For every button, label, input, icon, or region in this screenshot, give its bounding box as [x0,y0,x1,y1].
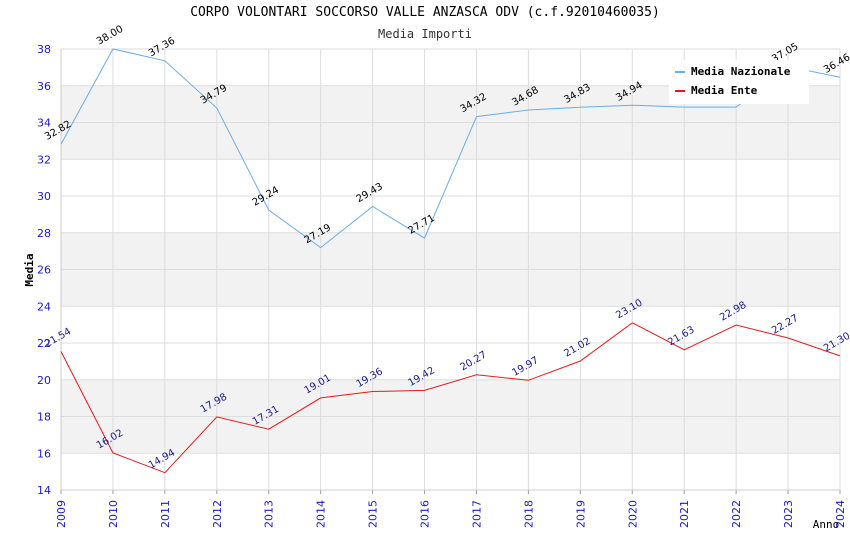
x-tick-label: 2022 [730,500,743,528]
x-tick-label: 2019 [574,500,587,528]
x-tick-label: 2009 [55,500,68,528]
data-label: 21.30 [822,331,850,355]
grid-band [61,269,840,307]
legend-item-media-ente: Media Ente [675,84,757,98]
y-tick-label: 32 [37,153,51,166]
x-tick-label: 2014 [315,500,328,528]
x-tick-labels: 2009 2010 2011 2012 2013 2014 2015 2016 2017 2018… [55,500,847,528]
x-tick-label: 2013 [263,500,276,528]
x-tick-label: 2023 [782,500,795,528]
y-tick-labels: 14 16 18 20 22 24 26 28 30 32 34 36 38 [37,43,51,497]
data-label: 36.46 [822,52,850,76]
x-tick-label: 2021 [678,500,691,528]
legend-item-media-nazionale: Media Nazionale [675,65,790,79]
x-tick-label: 2017 [470,500,483,528]
x-tick-label: 2015 [367,500,380,528]
chart-subtitle: Media Importi [378,27,472,41]
x-axis-label: Anno [813,518,840,531]
data-label: 38.00 [95,24,125,48]
x-tick-label: 2016 [419,500,432,528]
legend-swatch-media-ente [675,90,685,92]
legend: Media Nazionale Media Ente [669,60,809,104]
x-tick-label: 2010 [107,500,120,528]
y-tick-label: 24 [37,300,51,313]
data-label: 21.54 [43,326,73,350]
data-label: 21.02 [562,336,592,360]
chart-title: CORPO VOLONTARI SOCCORSO VALLE ANZASCA O… [190,5,660,20]
axes [60,49,841,494]
data-label: 22.27 [770,313,800,337]
grid-band [61,416,840,454]
legend-swatch-media-nazionale [675,71,685,73]
y-axis-label: Media [23,253,36,286]
x-tick-label: 2011 [159,500,172,528]
data-label: 21.63 [666,325,696,349]
y-tick-label: 14 [37,484,51,497]
y-tick-label: 22 [37,337,51,350]
series-line-media-nazionale [60,48,841,249]
x-tick-label: 2024 [834,500,847,528]
data-label: 19.97 [510,355,540,379]
legend-label: Media Ente [691,84,758,97]
y-tick-label: 34 [37,117,51,130]
y-tick-label: 18 [37,411,51,424]
series-lines [60,48,841,474]
grid-band [61,122,840,160]
grid-bands [61,85,840,454]
data-label: 29.43 [355,181,385,205]
data-label: 20.27 [458,350,488,374]
grid-band [61,232,840,270]
y-tick-label: 16 [37,447,51,460]
data-label: 37.36 [147,36,177,60]
y-tick-label: 38 [37,43,51,56]
grid-band [61,379,840,417]
y-tick-label: 26 [37,264,51,277]
x-tick-label: 2018 [522,500,535,528]
y-tick-label: 28 [37,227,51,240]
legend-label: Media Nazionale [691,65,791,78]
series-line-media-ente [60,322,841,474]
y-tick-label: 36 [37,80,51,93]
y-tick-label: 30 [37,190,51,203]
y-tick-label: 20 [37,374,51,387]
x-tick-label: 2012 [211,500,224,528]
x-tick-label: 2020 [626,500,639,528]
